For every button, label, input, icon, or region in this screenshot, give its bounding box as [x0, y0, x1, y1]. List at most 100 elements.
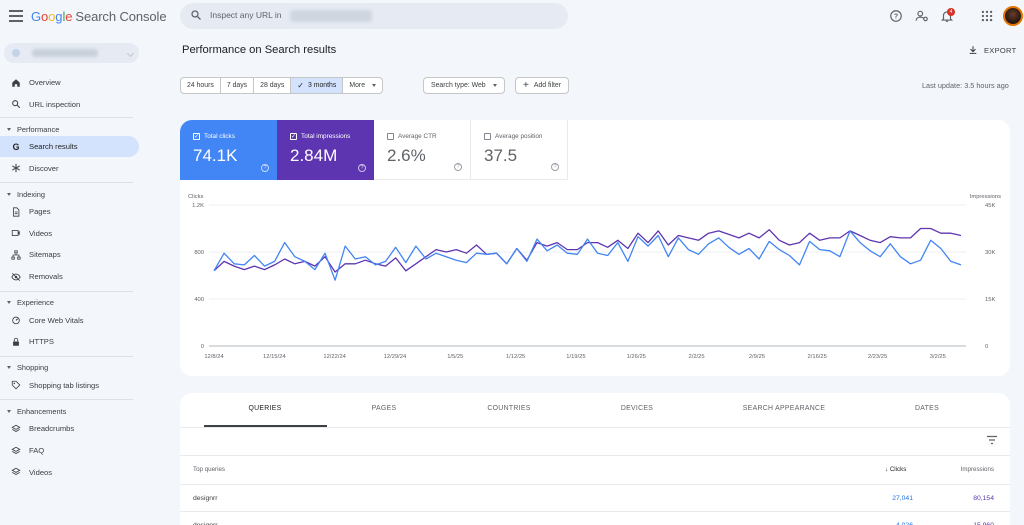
metric-average-ctr[interactable]: Average CTR 2.6%? [374, 120, 471, 180]
x-tick-label: 1/5/25 [447, 354, 463, 360]
chevron-down-icon [126, 49, 135, 58]
left-tick-label: 400 [194, 297, 204, 303]
app-logo[interactable]: Google Search Console [31, 9, 167, 24]
collapse-caret-icon [7, 192, 11, 196]
hamburger-menu-icon[interactable] [9, 10, 23, 22]
home-icon [12, 78, 20, 87]
tab-pages[interactable]: PAGES [371, 405, 397, 412]
col-clicks[interactable]: ↓ Clicks [885, 466, 906, 473]
sidebar-section-indexing[interactable]: Indexing [0, 187, 45, 201]
add-filter-button[interactable]: + Add filter [515, 77, 570, 94]
property-selector[interactable] [4, 43, 139, 63]
collapse-caret-icon [7, 366, 11, 370]
x-tick-label: 12/22/24 [323, 354, 346, 360]
col-top-queries[interactable]: Top queries [193, 466, 225, 473]
left-axis-label: Clicks [188, 194, 204, 200]
col-impressions[interactable]: Impressions [960, 466, 994, 473]
url-inspection-search[interactable]: Inspect any URL in [180, 3, 568, 29]
sidebar-item-label: Search results [29, 142, 78, 151]
series-line-clicks[interactable] [213, 230, 962, 281]
google-g-icon: G [13, 142, 20, 152]
metric-label: Average CTR [398, 133, 437, 140]
checkbox-empty-icon[interactable] [387, 133, 394, 140]
search-type-filter[interactable]: Search type: Web [423, 77, 505, 94]
sidebar-item-icon-wrap [11, 207, 21, 217]
date-range-7-days[interactable]: 7 days [221, 78, 255, 93]
sidebar-item-faq[interactable]: FAQ [0, 440, 139, 461]
dimension-tabs: QUERIES PAGES COUNTRIES DEVICES SEARCH APPEA… [180, 393, 1010, 427]
tab-queries[interactable]: QUERIES [248, 405, 282, 412]
metric-value: 74.1K [193, 146, 238, 165]
help-question-icon[interactable]: ? [454, 163, 462, 171]
sidebar-section-enhancements[interactable]: Enhancements [0, 404, 66, 418]
tab-devices[interactable]: DEVICES [620, 405, 654, 412]
sidebar-item-overview[interactable]: Overview [0, 72, 139, 93]
search-icon [191, 10, 201, 20]
sidebar-item-https[interactable]: HTTPS [0, 331, 139, 352]
sidebar-item-videos[interactable]: Videos [0, 223, 139, 244]
manage-users-icon[interactable] [915, 9, 929, 23]
sidebar-item-label: Core Web Vitals [29, 315, 84, 325]
date-range-28-days[interactable]: 28 days [254, 78, 292, 93]
tab-countries[interactable]: COUNTRIES [487, 405, 531, 412]
sitemaps-icon [11, 250, 21, 260]
sidebar-item-videos[interactable]: Videos [0, 462, 139, 483]
sidebar-divider [0, 290, 133, 292]
layers-icon [11, 467, 21, 476]
metric-label: Average position [495, 133, 543, 140]
tab-search-appearance[interactable]: SEARCH APPEARANCE [742, 405, 826, 412]
table-header: Top queries ↓ Clicks Impressions [180, 455, 1010, 485]
table-row[interactable]: designrr 4,026 15,960 [180, 513, 1010, 525]
page-title: Performance on Search results [182, 44, 337, 56]
help-question-icon[interactable]: ? [358, 164, 366, 172]
checkbox-checked-icon[interactable]: ✓ [290, 133, 297, 140]
x-tick-label: 12/15/24 [263, 354, 286, 360]
sidebar-item-icon-wrap [11, 163, 21, 173]
sidebar-section-label: Enhancements [17, 406, 67, 416]
tab-dates[interactable]: DATES [915, 405, 939, 412]
sidebar-section-shopping[interactable]: Shopping [0, 361, 48, 375]
metric-average-position[interactable]: Average position 37.5? [471, 120, 568, 180]
sidebar-item-discover[interactable]: Discover [0, 158, 139, 179]
help-icon[interactable]: ? [889, 9, 903, 23]
help-question-icon[interactable]: ? [261, 164, 269, 172]
export-button[interactable]: EXPORT [968, 45, 1017, 55]
user-avatar[interactable] [1003, 6, 1023, 26]
left-tick-label: 0 [201, 344, 204, 350]
sidebar-item-icon-wrap [11, 424, 21, 434]
checkbox-empty-icon[interactable] [484, 133, 491, 140]
sidebar-item-removals[interactable]: Removals [0, 266, 139, 287]
sidebar-item-shopping-tab-listings[interactable]: Shopping tab listings [0, 375, 139, 396]
x-tick-label: 3/2/25 [930, 354, 946, 360]
search-placeholder: Inspect any URL in [210, 10, 282, 20]
sidebar-item-search-results[interactable]: G Search results [0, 136, 139, 157]
checkbox-checked-icon[interactable]: ✓ [193, 133, 200, 140]
metric-total-impressions[interactable]: ✓ Total impressions 2.84M? [277, 120, 374, 180]
metric-total-clicks[interactable]: ✓ Total clicks 74.1K? [180, 120, 277, 180]
asterisk-icon [11, 163, 21, 173]
table-row[interactable]: designrr 27,041 80,154 [180, 486, 1010, 512]
sidebar-divider [0, 399, 133, 401]
metric-label: Total clicks [204, 133, 235, 140]
last-update: Last update: 3.5 hours ago [922, 81, 1009, 90]
help-question-icon[interactable]: ? [551, 163, 559, 171]
checkmark-icon: ✓ [297, 81, 304, 90]
date-range-more[interactable]: More [343, 78, 382, 93]
date-range-3-months[interactable]: ✓ 3 months [291, 78, 344, 93]
sidebar-item-core-web-vitals[interactable]: Core Web Vitals [0, 310, 139, 331]
filter-rows-icon[interactable] [986, 435, 998, 445]
x-tick-label: 1/12/25 [506, 354, 525, 360]
sidebar-section-experience[interactable]: Experience [0, 296, 54, 310]
sidebar-item-sitemaps[interactable]: Sitemaps [0, 244, 139, 265]
sidebar-item-breadcrumbs[interactable]: Breadcrumbs [0, 418, 139, 439]
sidebar-item-pages[interactable]: Pages [0, 201, 139, 222]
sidebar-section-performance[interactable]: Performance [0, 122, 59, 136]
apps-grid-icon[interactable] [980, 9, 994, 23]
date-range-24-hours[interactable]: 24 hours [181, 78, 221, 93]
impressions-cell: 80,154 [973, 495, 994, 502]
sidebar-item-url-inspection[interactable]: URL inspection [0, 94, 139, 115]
eye-off-icon [11, 272, 21, 281]
right-tick-label: 0 [985, 344, 988, 350]
sort-arrow-down-icon: ↓ [885, 466, 890, 473]
